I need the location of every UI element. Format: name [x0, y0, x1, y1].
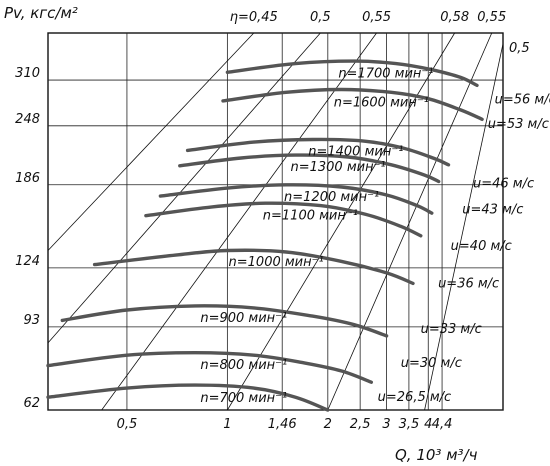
y-tick-label-2: 124 [15, 254, 40, 269]
efficiency-line-0 [47, 32, 255, 251]
x-tick-label-2: 1,46 [268, 417, 297, 432]
efficiency-label-4: 0,55 [477, 10, 506, 25]
speed-curves [46, 59, 484, 412]
speed-curve-5 [158, 183, 434, 215]
speed-label-5: n=1200 мин⁻¹ [284, 190, 379, 205]
speed-curve-6 [178, 153, 441, 184]
velocity-label-7: u=53 м/с [488, 117, 549, 132]
speed-curve-8 [221, 87, 484, 121]
speed-label-3: n=1000 мин⁻¹ [229, 255, 324, 270]
velocity-label-5: u=43 м/с [462, 202, 523, 217]
speed-curve-7 [185, 137, 451, 167]
x-axis-title: Q, 10³ м³/ч [395, 446, 478, 464]
velocity-label-3: u=36 м/с [438, 276, 499, 291]
efficiency-label-1: 0,5 [310, 10, 331, 25]
efficiency-label-5: 0,5 [509, 41, 530, 56]
y-tick-label-0: 62 [23, 396, 40, 411]
speed-label-4: n=1100 мин⁻¹ [263, 209, 358, 224]
x-tick-label-5: 3 [382, 417, 390, 432]
speed-label-2: n=900 мин⁻¹ [200, 311, 287, 326]
efficiency-lines: η=0,45 0,5 0,55 0,58 0,55 0,5 [47, 10, 530, 411]
x-tick-labels: 0,5 1 1,46 2 2,5 3 3,5 4 4,4 [117, 417, 453, 432]
y-tick-label-5: 310 [15, 66, 40, 81]
y-axis-title: Pv, кгс/м² [4, 4, 78, 22]
x-tick-label-0: 0,5 [117, 417, 138, 432]
x-tick-label-4: 2,5 [350, 417, 371, 432]
y-tick-labels: 62 93 124 186 248 310 [15, 66, 40, 411]
speed-label-6: n=1300 мин⁻¹ [290, 160, 385, 175]
speed-curve-3 [92, 248, 415, 286]
velocity-label-1: u=30 м/с [401, 356, 462, 371]
velocity-label-6: u=46 м/с [473, 177, 534, 192]
velocity-label-2: u=33 м/с [421, 322, 482, 337]
velocity-label-0: u=26,5 м/с [378, 390, 452, 405]
efficiency-label-2: 0,55 [362, 10, 391, 25]
x-tick-label-8: 4,4 [432, 417, 453, 432]
speed-curve-0 [46, 383, 330, 412]
speed-label-7: n=1400 мин⁻¹ [308, 144, 403, 159]
speed-label-8: n=1600 мин⁻¹ [334, 95, 429, 110]
x-tick-label-6: 3,5 [399, 417, 420, 432]
efficiency-line-2 [101, 32, 377, 411]
speed-curve-4 [144, 201, 423, 238]
efficiency-line-4 [327, 32, 493, 411]
speed-label-1: n=800 мин⁻¹ [200, 358, 287, 373]
speed-curve-1 [46, 350, 373, 384]
speed-label-9: n=1700 мин⁻¹ [338, 67, 433, 82]
x-tick-label-3: 2 [324, 417, 332, 432]
y-tick-label-4: 248 [15, 112, 40, 127]
y-tick-label-1: 93 [23, 313, 40, 328]
x-tick-label-1: 1 [223, 417, 231, 432]
efficiency-line-5 [424, 43, 504, 411]
curve-labels: n=700 мин⁻¹ n=800 мин⁻¹ n=900 мин⁻¹ n=1000 … [200, 67, 550, 407]
efficiency-label-0: η=0,45 [230, 10, 278, 25]
efficiency-line-1 [47, 32, 321, 344]
velocity-label-8: u=56 м/с [495, 92, 550, 107]
speed-curve-2 [60, 304, 389, 338]
velocity-label-4: u=40 м/с [451, 239, 512, 254]
efficiency-label-3: 0,58 [440, 10, 469, 25]
y-tick-label-3: 186 [15, 171, 40, 186]
speed-curve-9 [225, 59, 479, 88]
speed-label-0: n=700 мин⁻¹ [200, 391, 287, 406]
x-tick-label-7: 4 [424, 417, 432, 432]
